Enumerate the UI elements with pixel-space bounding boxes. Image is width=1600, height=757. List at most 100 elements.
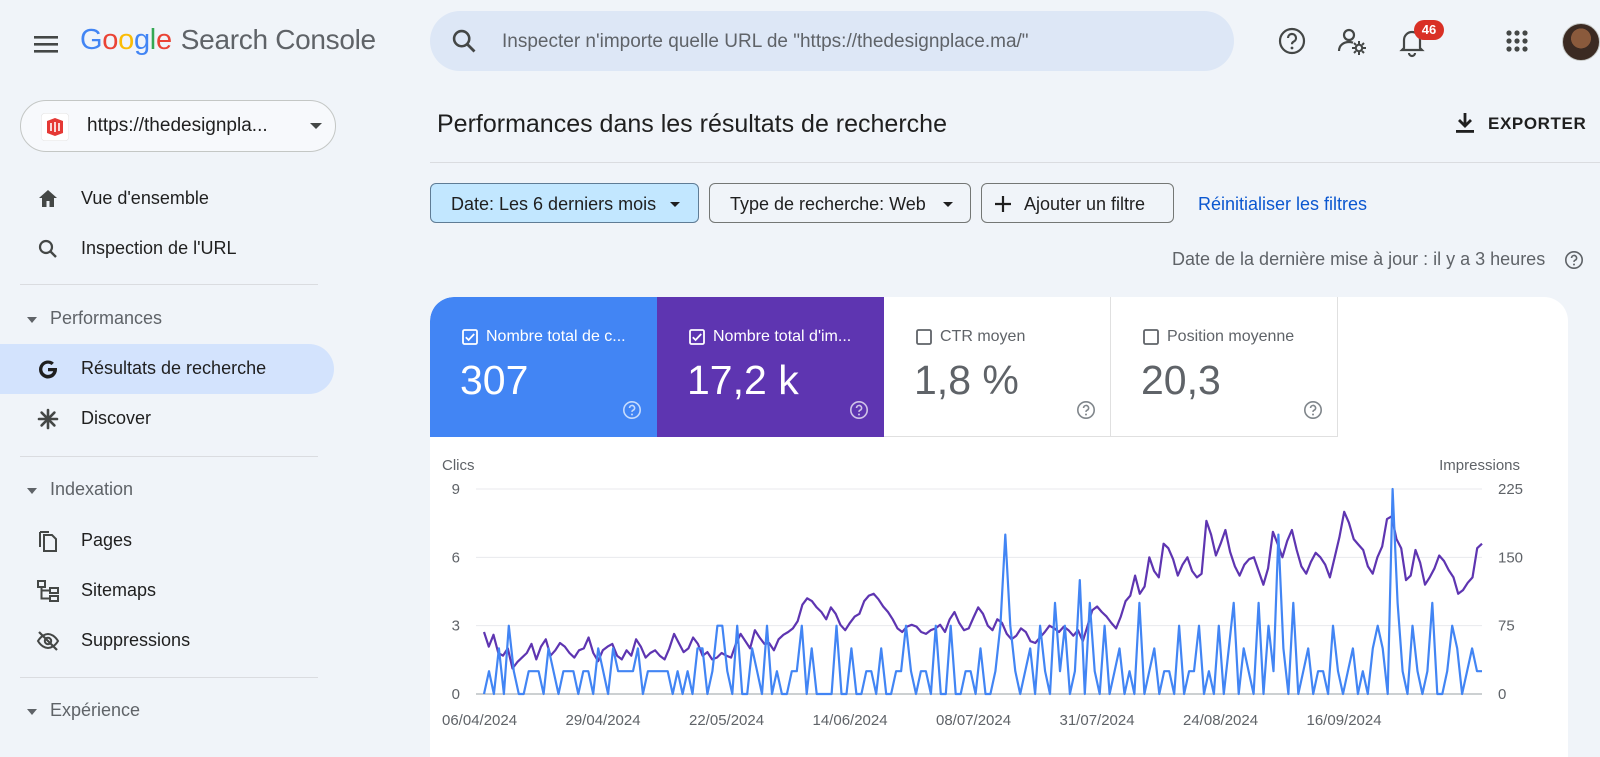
sidebar-item-search-results[interactable]: Résultats de recherche bbox=[0, 344, 334, 394]
series-line-impressions bbox=[482, 510, 1483, 670]
sidebar-item-label: Sitemaps bbox=[81, 580, 157, 600]
x-tick-label: 24/08/2024 bbox=[1183, 712, 1258, 729]
google-g-icon bbox=[39, 360, 57, 379]
sidebar-divider bbox=[20, 284, 318, 285]
metric-value: 20,3 bbox=[1141, 357, 1221, 403]
search-icon[interactable] bbox=[450, 27, 478, 55]
help-icon[interactable] bbox=[1275, 24, 1309, 58]
help-icon[interactable] bbox=[849, 400, 869, 420]
sidebar-divider bbox=[20, 456, 318, 457]
checkbox-checked-icon[interactable] bbox=[689, 329, 705, 345]
collapse-triangle-icon bbox=[27, 709, 37, 715]
section-label: Performances bbox=[50, 308, 163, 328]
metric-value: 307 bbox=[460, 357, 529, 403]
sidebar-item-label: Suppressions bbox=[81, 630, 191, 650]
plus-icon bbox=[995, 196, 1011, 212]
product-name: Search Console bbox=[180, 24, 376, 55]
checkbox-unchecked-icon[interactable] bbox=[916, 329, 932, 345]
right-tick-label: 75 bbox=[1498, 618, 1515, 635]
logo-letter: o bbox=[118, 24, 134, 56]
chevron-down-icon bbox=[670, 202, 680, 207]
sidebar-item-label: Discover bbox=[81, 408, 152, 428]
page-title: Performances dans les résultats de reche… bbox=[437, 110, 947, 138]
sidebar-item-pages[interactable]: Pages bbox=[0, 516, 334, 566]
sidebar-item-discover[interactable]: Discover bbox=[0, 394, 334, 444]
search-input[interactable] bbox=[500, 25, 1204, 59]
sidebar-item-sitemaps[interactable]: Sitemaps bbox=[0, 566, 334, 616]
avatar[interactable] bbox=[1562, 23, 1600, 61]
sidebar-item-url-inspection[interactable]: Inspection de l'URL bbox=[0, 224, 334, 274]
sidebar-item-label: Pages bbox=[81, 530, 133, 550]
chevron-down-icon bbox=[310, 123, 322, 129]
right-tick-label: 0 bbox=[1498, 686, 1506, 703]
right-axis-title: Impressions bbox=[1439, 457, 1520, 474]
add-filter-button[interactable]: Ajouter un filtre bbox=[981, 183, 1174, 223]
checkbox-checked-icon[interactable] bbox=[462, 329, 478, 345]
metric-label: CTR moyen bbox=[940, 328, 1026, 345]
sidebar-item-label: Résultats de recherche bbox=[81, 358, 267, 378]
metric-value: 1,8 % bbox=[914, 357, 1019, 403]
property-selector[interactable]: https://thedesignpla... bbox=[20, 100, 336, 152]
sidebar-item-label: Vue d'ensemble bbox=[81, 188, 209, 208]
help-icon[interactable] bbox=[622, 400, 642, 420]
sidebar-item-overview[interactable]: Vue d'ensemble bbox=[0, 174, 334, 224]
logo-letter: e bbox=[155, 24, 172, 56]
performance-chart: Clics Impressions 0 3 6 9 0 75 150 225 06/04/2024 2… bbox=[442, 457, 1523, 729]
property-favicon-icon bbox=[41, 113, 69, 141]
left-axis-title: Clics bbox=[442, 457, 475, 474]
metric-total-clicks[interactable]: Nombre total de c... 307 bbox=[430, 297, 657, 437]
pages-icon bbox=[39, 531, 57, 552]
search-console-logo[interactable]: Google Search Console bbox=[80, 24, 376, 57]
metric-label: Nombre total d'im... bbox=[713, 328, 852, 345]
manage-users-icon[interactable] bbox=[1335, 24, 1369, 58]
section-label: Indexation bbox=[50, 479, 134, 499]
x-tick-label: 31/07/2024 bbox=[1060, 712, 1135, 729]
left-tick-label: 0 bbox=[452, 686, 460, 703]
sitemap-icon bbox=[37, 580, 59, 602]
search-type-label: Type de recherche: Web bbox=[730, 194, 926, 214]
add-filter-label: Ajouter un filtre bbox=[1024, 194, 1146, 214]
google-wordmark: Google bbox=[80, 24, 172, 57]
x-tick-label: 06/04/2024 bbox=[442, 712, 517, 729]
checkbox-unchecked-icon[interactable] bbox=[1143, 329, 1159, 345]
asterisk-icon bbox=[37, 408, 59, 430]
help-icon[interactable] bbox=[1564, 250, 1584, 270]
left-tick-label: 3 bbox=[452, 618, 460, 635]
apps-grid-icon[interactable] bbox=[1500, 24, 1534, 58]
url-inspection-search[interactable] bbox=[430, 11, 1234, 71]
sidebar-divider bbox=[20, 677, 318, 678]
help-icon[interactable] bbox=[1303, 400, 1323, 420]
download-icon bbox=[1456, 113, 1474, 133]
property-url: https://thedesignpla... bbox=[87, 115, 268, 136]
reset-filters-link[interactable]: Réinitialiser les filtres bbox=[1198, 194, 1368, 214]
title-divider bbox=[430, 162, 1600, 163]
logo-letter: g bbox=[133, 24, 150, 56]
metric-average-position[interactable]: Position moyenne 20,3 bbox=[1111, 297, 1338, 437]
top-bar: Google Search Console 46 bbox=[0, 0, 1600, 86]
x-tick-label: 22/05/2024 bbox=[689, 712, 764, 729]
search-type-filter-chip[interactable]: Type de recherche: Web bbox=[709, 183, 971, 223]
metric-value: 17,2 k bbox=[687, 357, 799, 403]
x-tick-label: 29/04/2024 bbox=[566, 712, 641, 729]
performance-card: Nombre total de c... 307 Nombre total d'… bbox=[430, 297, 1568, 757]
series-line-clics bbox=[482, 487, 1482, 696]
metric-total-impressions[interactable]: Nombre total d'im... 17,2 k bbox=[657, 297, 884, 437]
section-label: Expérience bbox=[50, 700, 141, 720]
logo-letter: G bbox=[80, 24, 103, 56]
last-update-text: Date de la dernière mise à jour : il y a… bbox=[1172, 249, 1546, 269]
sidebar-item-removals[interactable]: Suppressions bbox=[0, 616, 334, 666]
logo-letter: l bbox=[149, 24, 156, 56]
x-tick-label: 16/09/2024 bbox=[1307, 712, 1382, 729]
collapse-triangle-icon bbox=[27, 488, 37, 494]
export-label: EXPORTER bbox=[1488, 114, 1587, 133]
logo-letter: o bbox=[102, 24, 119, 56]
help-icon[interactable] bbox=[1076, 400, 1096, 420]
date-filter-label: Date: Les 6 derniers mois bbox=[451, 194, 657, 214]
right-tick-label: 150 bbox=[1498, 549, 1523, 566]
visibility-off-icon bbox=[36, 631, 60, 651]
metric-average-ctr[interactable]: CTR moyen 1,8 % bbox=[884, 297, 1111, 437]
chevron-down-icon bbox=[943, 202, 953, 207]
date-filter-chip[interactable]: Date: Les 6 derniers mois bbox=[430, 183, 699, 223]
menu-icon[interactable] bbox=[28, 26, 64, 62]
x-tick-label: 14/06/2024 bbox=[813, 712, 888, 729]
